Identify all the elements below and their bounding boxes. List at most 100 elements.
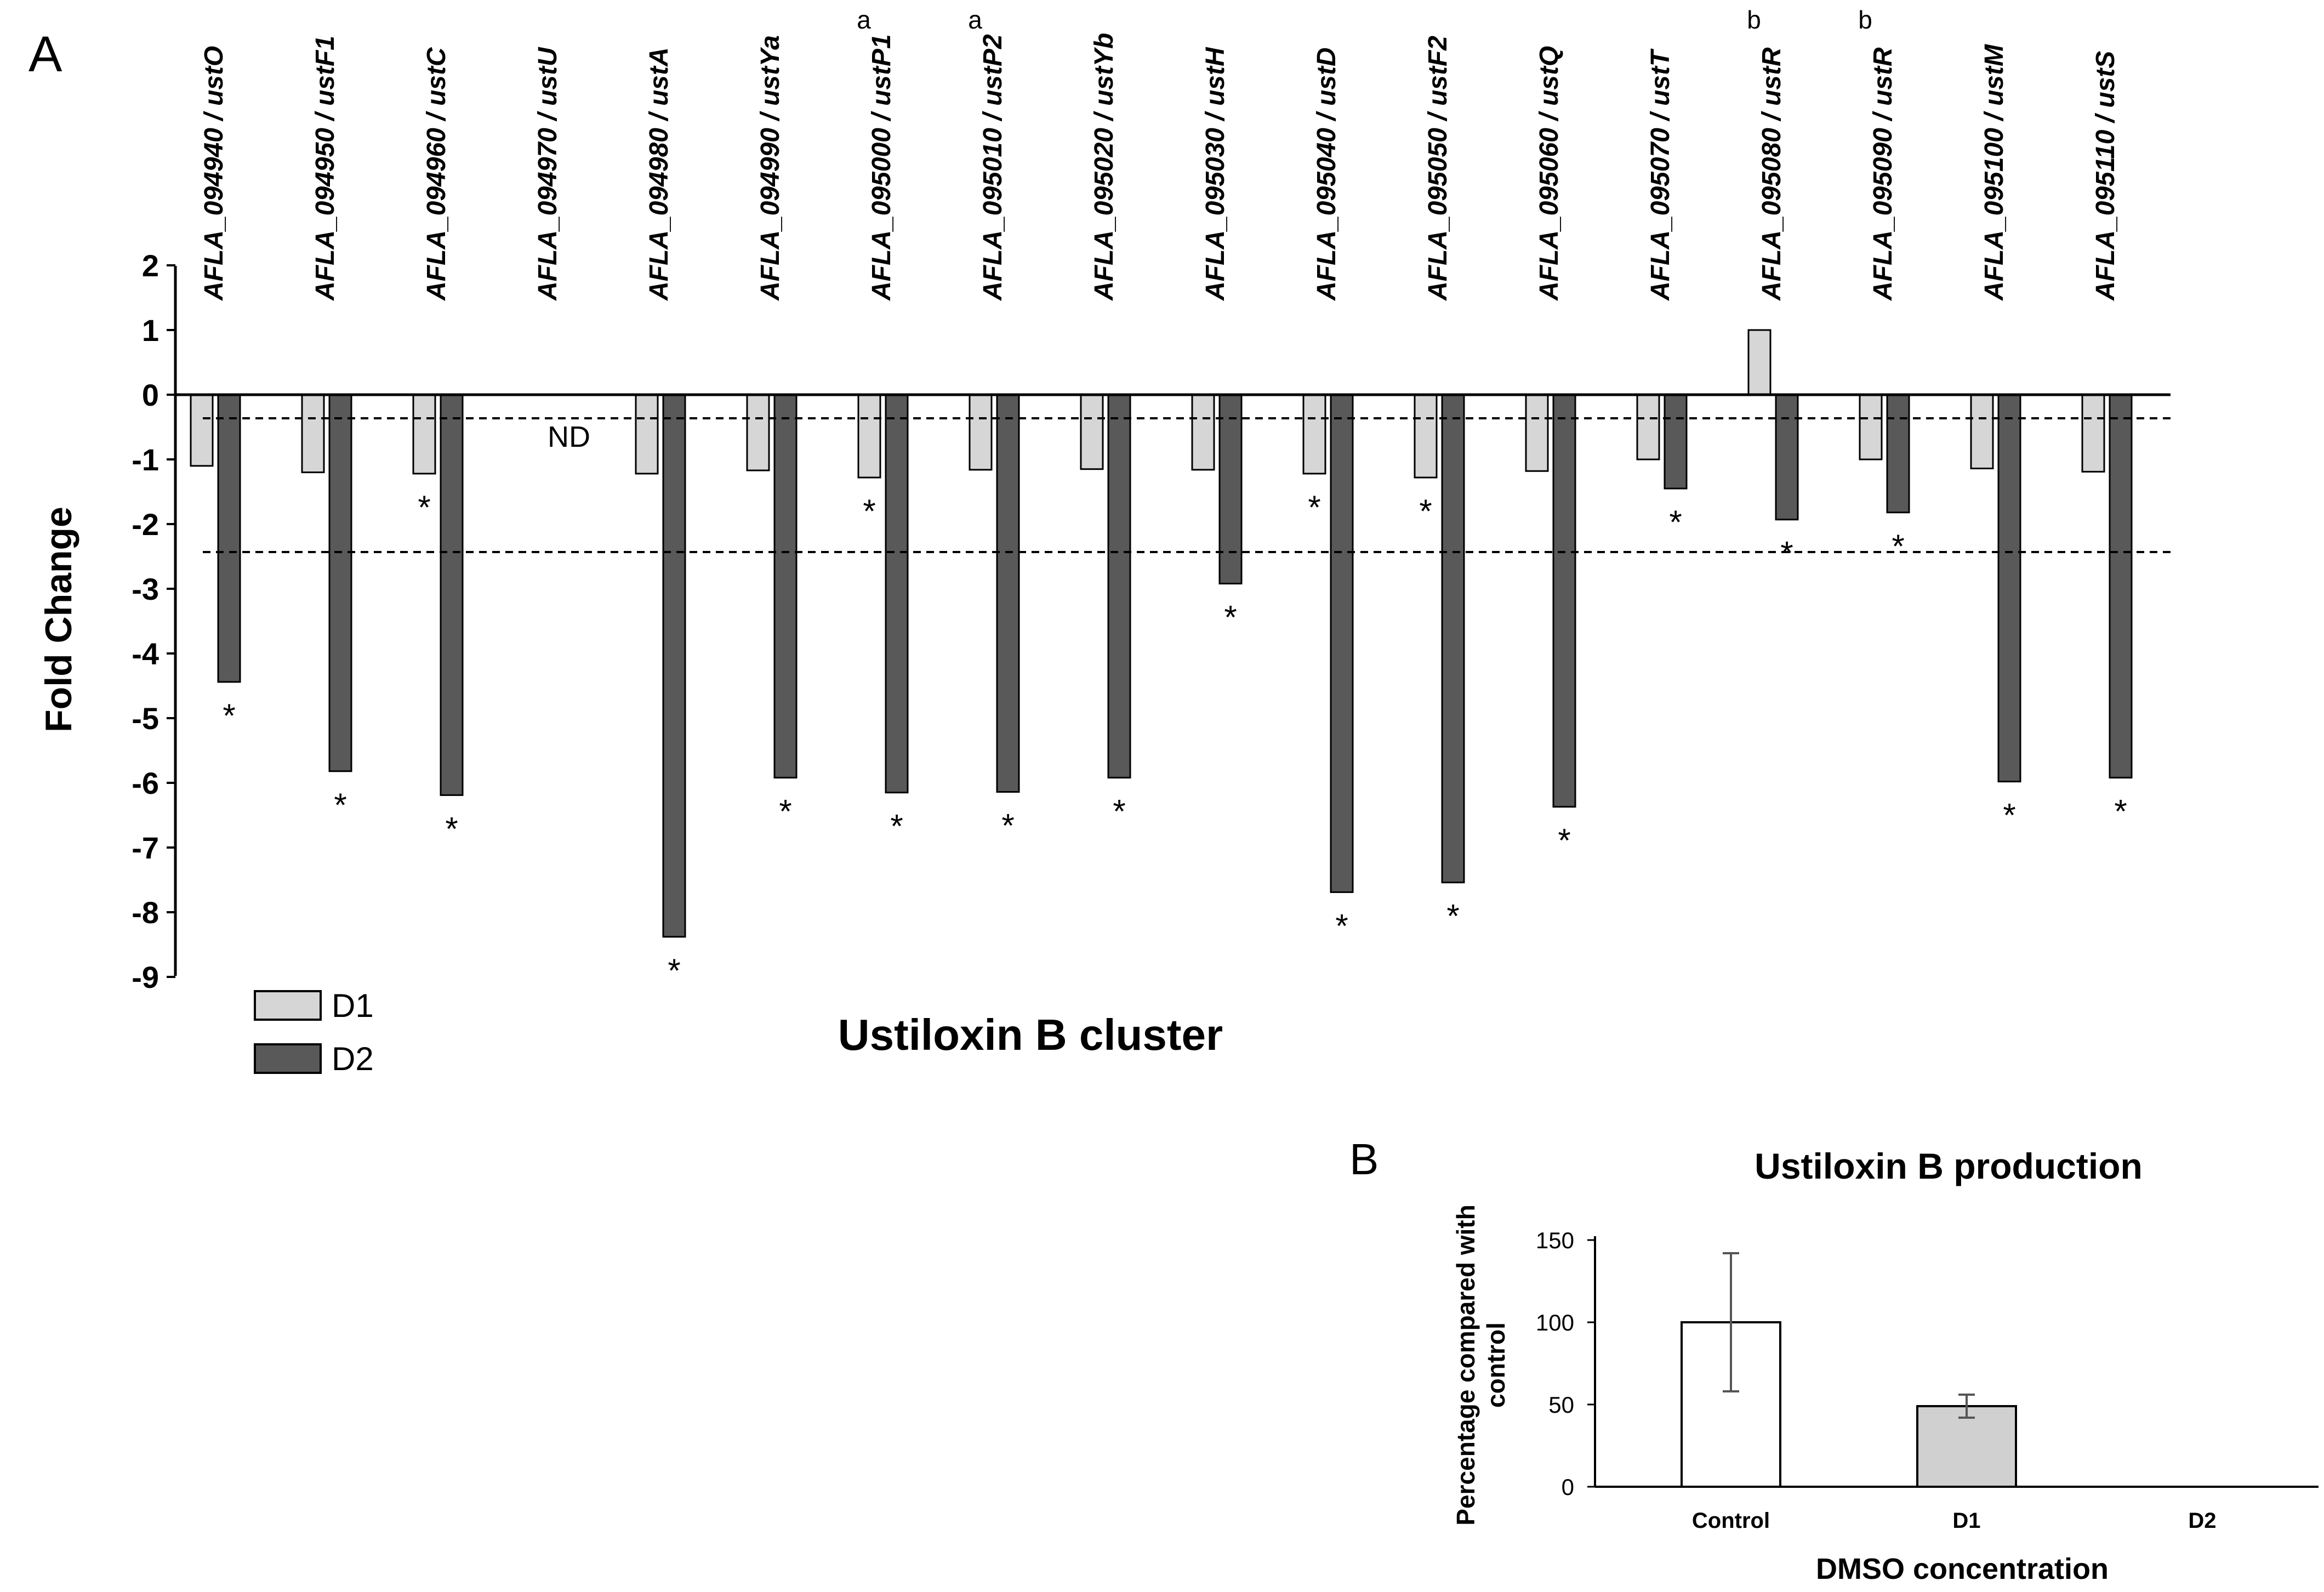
panel-b-y-ticks: 150 100 50 0: [1536, 1227, 1595, 1500]
gene-id: AFLA_095000: [867, 128, 896, 301]
panel-b-y-tick-label: 50: [1548, 1392, 1574, 1418]
gene-id: AFLA_094970: [533, 128, 562, 301]
bar-d1-afla_095050: [1414, 394, 1438, 479]
gene-separator: /: [756, 106, 785, 128]
panel-a-y-tick-label: -9: [132, 960, 159, 994]
gene-separator: /: [311, 106, 340, 128]
gene-name: ustYa: [756, 35, 785, 106]
legend-swatch-d1: [254, 990, 322, 1021]
panel-a-chart: A Fold Change Ustiloxin B cluster 2 1 0 -1 -…: [29, 5, 2171, 1077]
gene-id: AFLA_095040: [1312, 128, 1341, 301]
gene-label: AFLA_095040 / ustD: [1312, 47, 1341, 301]
bar-d1-afla_095020: [1080, 394, 1104, 470]
panel-a-letter: A: [29, 26, 62, 82]
bar-d2-afla_094990: [773, 394, 798, 779]
significance-star: *: [890, 808, 903, 845]
gene-id: AFLA_094960: [422, 128, 451, 301]
bar-d1-afla_095010: [969, 394, 993, 471]
bar-d2-afla_095040: [1330, 394, 1354, 893]
bar-d1-afla_095030: [1191, 394, 1215, 471]
gene-separator: /: [1757, 106, 1786, 128]
gene-separator: /: [1646, 106, 1675, 128]
gene-id: AFLA_094940: [200, 128, 229, 301]
gene-label: AFLA_094960 / ustC: [422, 47, 451, 301]
bar-d2-afla_095080: [1775, 394, 1799, 521]
gene-label: AFLA_094970 / ustU: [533, 47, 562, 301]
significance-star: *: [1892, 528, 1904, 565]
bar-d1-afla_095090: [1859, 394, 1883, 460]
panel-a-y-tick-label: -2: [132, 507, 159, 542]
bar-d2-afla_094960: [440, 394, 464, 796]
bar-d2-afla_095000: [885, 394, 909, 794]
gene-name: ustF2: [1423, 36, 1453, 106]
panel-a-significance-marks: * * * * * * * * * * * * * * * * * * * * *: [223, 489, 2127, 989]
legend-swatch-d2: [254, 1043, 322, 1074]
gene-name: ustS: [2091, 51, 2120, 108]
error-bar-control: [1723, 1252, 1739, 1392]
gene-name: ustM: [1980, 44, 2009, 106]
panel-b-letter: B: [1349, 1135, 1379, 1184]
gene-label: AFLA_095110 / ustS: [2091, 51, 2120, 301]
panel-a-y-tick-label: -7: [132, 831, 159, 865]
gene-label: AFLA_094940 / ustO: [200, 46, 229, 301]
gene-label: AFLA_095050 / ustF2: [1423, 36, 1453, 301]
gene-name: ustU: [533, 47, 562, 106]
bar-d1-afla_094980: [635, 394, 659, 475]
gene-name: ustR: [1757, 47, 1786, 106]
bar-d1-afla_094990: [746, 394, 770, 471]
gene-name: ustP2: [978, 34, 1007, 106]
gene-separator: /: [1535, 106, 1564, 128]
panel-b-y-tick-label: 0: [1562, 1474, 1574, 1500]
bar-d2-afla_095050: [1441, 394, 1465, 884]
significance-star: *: [1224, 599, 1237, 636]
gene-separator: /: [1201, 106, 1230, 128]
gene-separator: /: [533, 106, 562, 128]
panel-b-bars: [1681, 1252, 2017, 1488]
panel-a-y-tick-label: 1: [142, 313, 159, 348]
gene-name: ustP1: [867, 34, 896, 106]
gene-label: AFLA_095090 / ustR: [1869, 47, 1898, 301]
gene-separator: /: [645, 106, 674, 128]
gene-id: AFLA_095050: [1423, 128, 1453, 301]
gene-label: AFLA_095000 / ustP1: [867, 34, 896, 301]
significance-star: *: [445, 810, 458, 847]
gene-separator: /: [1980, 106, 2009, 128]
bar-d2-afla_095070: [1664, 394, 1688, 490]
panel-b-category-label: Control: [1692, 1509, 1770, 1533]
bar-d1-afla_094940: [190, 394, 214, 467]
gene-name: ustO: [200, 46, 229, 106]
significance-star: *: [334, 787, 346, 823]
significance-star: *: [2114, 793, 2127, 830]
bar-d2-afla_095010: [996, 394, 1020, 793]
bar-d1-afla_095060: [1525, 394, 1549, 472]
bar-d1-afla_095110: [2081, 394, 2105, 473]
panel-b-y-tick-label: 100: [1536, 1310, 1574, 1335]
significance-star: *: [1419, 493, 1432, 530]
significance-star: *: [418, 489, 430, 526]
bar-d2-afla_094980: [662, 394, 686, 938]
gene-label: AFLA_095010 / ustP2: [978, 34, 1007, 301]
gene-separator: /: [1090, 106, 1119, 128]
significance-star: *: [223, 697, 235, 734]
panel-a-y-tick-label: 2: [142, 248, 159, 283]
bar-d1-afla_095070: [1636, 394, 1660, 460]
panel-b-x-axis-title: DMSO concentration: [1816, 1553, 2109, 1585]
gene-separator: /: [978, 106, 1007, 128]
bar-d2-afla_094940: [217, 394, 241, 683]
gene-label: AFLA_095060 / ustQ: [1535, 46, 1564, 301]
panel-b-y-axis-title-line2: control: [1482, 1322, 1510, 1408]
gene-id: AFLA_094950: [311, 128, 340, 301]
significance-star: *: [668, 952, 680, 989]
not-detected-label: ND: [548, 420, 590, 453]
gene-separator: /: [1312, 106, 1341, 128]
legend-label-d2: D2: [332, 1041, 374, 1077]
bar-d2-afla_095110: [2109, 394, 2133, 779]
bar-d2-afla_095100: [1997, 394, 2021, 783]
gene-name: ustA: [645, 47, 674, 106]
gene-separator: /: [1869, 106, 1898, 128]
gene-name: ustF1: [311, 36, 340, 106]
gene-name: ustT: [1646, 48, 1675, 106]
gene-id: AFLA_095080: [1757, 128, 1786, 301]
gene-superscript: a: [968, 5, 982, 34]
